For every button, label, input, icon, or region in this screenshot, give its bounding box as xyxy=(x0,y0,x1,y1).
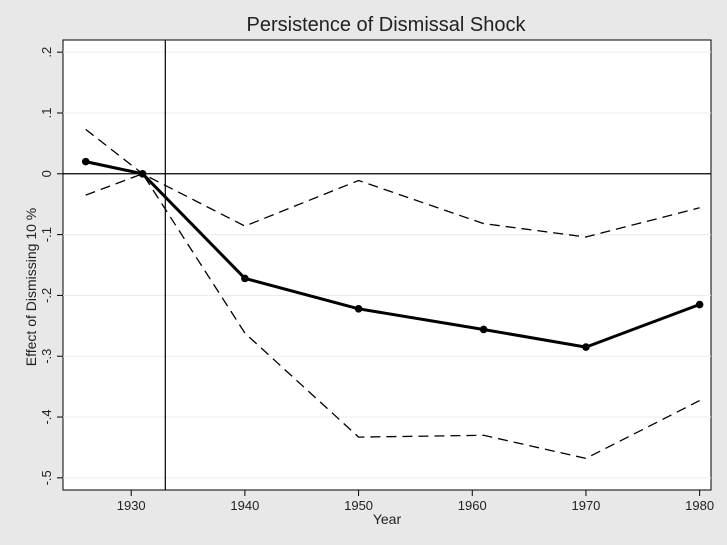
x-tick-label: 1970 xyxy=(571,498,600,513)
x-tick-label: 1940 xyxy=(230,498,259,513)
y-tick-label: -.3 xyxy=(39,349,54,364)
y-tick-label: -.1 xyxy=(39,227,54,242)
grid-lines xyxy=(63,51,711,479)
y-tick-label: -.4 xyxy=(39,409,54,424)
series-group xyxy=(81,128,704,460)
plot-area xyxy=(62,39,712,491)
data-point xyxy=(582,343,590,351)
y-tick-label: -.2 xyxy=(39,288,54,303)
y-tick-label: -.5 xyxy=(39,470,54,485)
lower-ci-line xyxy=(85,173,700,460)
data-point xyxy=(479,325,488,334)
x-axis-title: Year xyxy=(373,511,402,527)
y-tick-label: .1 xyxy=(39,108,54,119)
reference-lines xyxy=(63,40,711,490)
data-point xyxy=(354,304,363,313)
x-axis: 1930 1940 1950 1960 1970 1980 xyxy=(117,490,714,513)
x-tick-label: 1930 xyxy=(117,498,146,513)
data-point xyxy=(241,274,249,283)
data-point xyxy=(81,157,90,166)
y-tick-label: 0 xyxy=(39,170,54,177)
chart-title: Persistence of Dismissal Shock xyxy=(246,14,526,36)
data-point xyxy=(695,300,704,309)
y-tick-label: .2 xyxy=(39,47,54,58)
y-axis: .2 .1 0 -.1 -.2 -.3 -.4 -.5 xyxy=(39,47,63,485)
x-tick-label: 1950 xyxy=(344,498,373,513)
x-tick-label: 1980 xyxy=(685,498,714,513)
upper-ci-line xyxy=(85,128,700,238)
y-axis-title: Effect of Dismissing 10 % xyxy=(23,208,39,366)
x-tick-label: 1960 xyxy=(458,498,487,513)
